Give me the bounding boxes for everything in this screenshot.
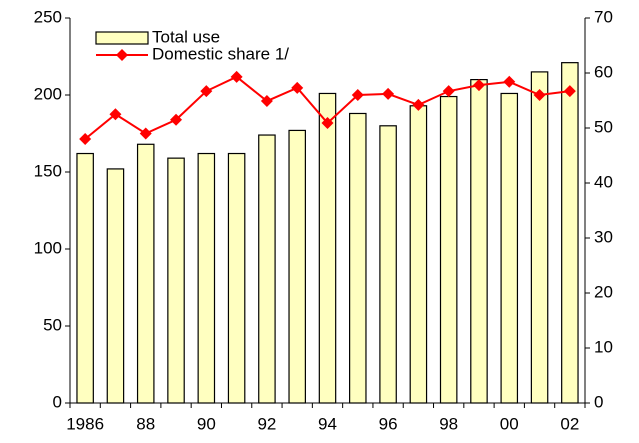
marker <box>351 89 364 101</box>
y2-tick-label: 70 <box>594 7 613 26</box>
y2-tick-label: 10 <box>594 337 613 356</box>
bar <box>530 71 549 404</box>
bar <box>258 134 276 404</box>
bar <box>500 92 519 404</box>
bar <box>318 92 337 404</box>
bar <box>197 152 216 404</box>
marker <box>412 98 425 111</box>
y-tick-label: 250 <box>34 7 62 26</box>
bar <box>227 152 246 404</box>
bar <box>136 143 155 404</box>
y2-tick-label: 0 <box>594 392 603 411</box>
x-tick-label: 1986 <box>66 414 104 433</box>
y-tick-label: 150 <box>34 161 62 180</box>
y2-tick-label: 60 <box>594 62 613 81</box>
bar <box>379 125 397 404</box>
bar <box>106 168 125 404</box>
bar <box>439 95 458 404</box>
marker <box>230 70 243 83</box>
x-tick-label: 00 <box>500 414 519 433</box>
x-tick-label: 98 <box>439 414 458 433</box>
y2-tick-label: 30 <box>594 227 613 246</box>
legend-swatch <box>95 31 149 45</box>
y2-tick-label: 20 <box>594 282 613 301</box>
marker <box>503 75 516 88</box>
x-tick-label: 88 <box>136 414 155 433</box>
y-tick-label: 200 <box>34 84 62 103</box>
bar <box>349 112 367 404</box>
x-tick-label: 90 <box>197 414 216 433</box>
x-tick-label: 94 <box>318 414 337 433</box>
marker <box>442 85 455 98</box>
bar <box>470 78 488 404</box>
bar <box>76 152 94 404</box>
bar <box>167 157 185 404</box>
y-tick-label: 0 <box>53 392 62 411</box>
marker <box>321 117 334 130</box>
bar <box>288 129 306 404</box>
y-tick-label: 50 <box>43 315 62 334</box>
legend-marker <box>116 49 128 61</box>
marker <box>533 89 546 101</box>
marker <box>291 81 304 94</box>
marker <box>472 79 485 92</box>
marker <box>170 113 183 126</box>
marker <box>200 85 213 98</box>
marker <box>139 127 152 140</box>
legend-label: Total use <box>152 27 220 46</box>
marker <box>79 133 92 145</box>
bar <box>409 105 428 404</box>
bar <box>561 62 579 404</box>
x-tick-label: 92 <box>257 414 276 433</box>
y2-tick-label: 40 <box>594 172 613 191</box>
x-tick-label: 02 <box>560 414 579 433</box>
y2-tick-label: 50 <box>594 117 613 136</box>
marker <box>382 87 395 100</box>
y-tick-label: 100 <box>34 238 62 257</box>
marker <box>563 85 576 98</box>
legend-label: Domestic share 1/ <box>152 44 289 63</box>
marker <box>109 108 122 121</box>
marker <box>260 95 273 108</box>
x-tick-label: 96 <box>379 414 398 433</box>
